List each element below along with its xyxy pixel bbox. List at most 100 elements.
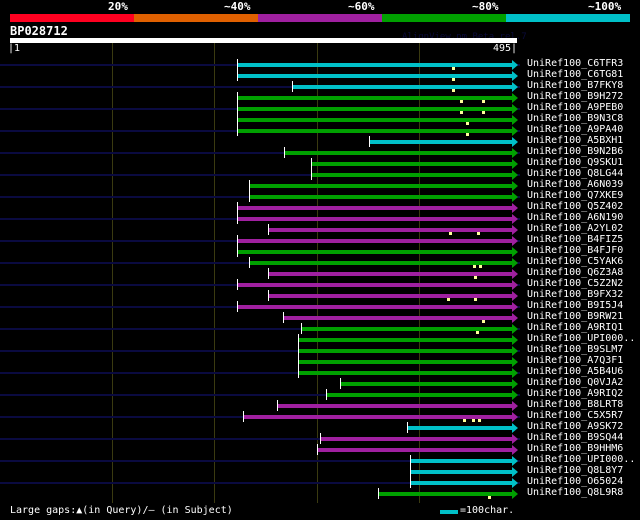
subject-label[interactable]: UniRef100_Q0VJA2: [527, 377, 624, 388]
alignment-bar[interactable]: [237, 129, 512, 133]
subject-label[interactable]: UniRef100_Q7XKE9: [527, 190, 624, 201]
alignment-bar[interactable]: [249, 261, 512, 265]
alignment-bar[interactable]: [409, 481, 512, 485]
alignment-bar[interactable]: [409, 470, 512, 474]
alignment-row[interactable]: UniRef100_A9PEB0: [0, 102, 640, 115]
alignment-row[interactable]: UniRef100_Q8LG44: [0, 168, 640, 181]
subject-label[interactable]: UniRef100_C5Z2N2: [527, 278, 624, 289]
alignment-bar[interactable]: [311, 162, 512, 166]
subject-label[interactable]: UniRef100_B9SQ44: [527, 432, 624, 443]
alignment-bar[interactable]: [237, 118, 512, 122]
subject-label[interactable]: UniRef100_Q6Z3A8: [527, 267, 624, 278]
alignment-row[interactable]: UniRef100_B9H272: [0, 91, 640, 104]
alignment-row[interactable]: UniRef100_B7FKY8: [0, 80, 640, 93]
alignment-bar[interactable]: [267, 272, 512, 276]
alignment-row[interactable]: UniRef100_A6N039: [0, 179, 640, 192]
alignment-row[interactable]: UniRef100_B9N3C8: [0, 113, 640, 126]
subject-label[interactable]: UniRef100_C5X5R7: [527, 410, 624, 421]
subject-label[interactable]: UniRef100_A9RIQ1: [527, 322, 624, 333]
subject-label[interactable]: UniRef100_A5B4U6: [527, 366, 624, 377]
subject-label[interactable]: UniRef100_A9RIQ2: [527, 388, 624, 399]
alignment-row[interactable]: UniRef100_A7Q3F1: [0, 355, 640, 368]
alignment-row[interactable]: UniRef100_A9RIQ1: [0, 322, 640, 335]
alignment-bar[interactable]: [298, 338, 512, 342]
alignment-row[interactable]: UniRef100_B9SLM7: [0, 344, 640, 357]
alignment-bar[interactable]: [311, 173, 512, 177]
alignment-row[interactable]: UniRef100_B4FJF0: [0, 245, 640, 258]
alignment-row[interactable]: UniRef100_B9FX32: [0, 289, 640, 302]
alignment-row[interactable]: UniRef100_B9N2B6: [0, 146, 640, 159]
alignment-row[interactable]: UniRef100_Q9SKU1: [0, 157, 640, 170]
alignment-row[interactable]: UniRef100_Q6Z3A8: [0, 267, 640, 280]
subject-label[interactable]: UniRef100_B9RW21: [527, 311, 624, 322]
subject-label[interactable]: UniRef100_Q8L9R8: [527, 487, 624, 498]
alignment-bar[interactable]: [237, 239, 512, 243]
alignment-row[interactable]: UniRef100_UPI000..: [0, 454, 640, 467]
alignment-row[interactable]: UniRef100_B9SQ44: [0, 432, 640, 445]
subject-label[interactable]: UniRef100_B9SLM7: [527, 344, 624, 355]
subject-label[interactable]: UniRef100_B9N2B6: [527, 146, 624, 157]
subject-label[interactable]: UniRef100_O65024: [527, 476, 624, 487]
alignment-row[interactable]: UniRef100_B9I5J4: [0, 300, 640, 313]
alignment-bar[interactable]: [237, 96, 512, 100]
alignment-bar[interactable]: [298, 360, 512, 364]
subject-label[interactable]: UniRef100_A9PEB0: [527, 102, 624, 113]
subject-label[interactable]: UniRef100_A6N190: [527, 212, 624, 223]
alignment-bar[interactable]: [320, 437, 512, 441]
alignment-bar[interactable]: [326, 393, 512, 397]
alignment-bar[interactable]: [276, 404, 512, 408]
alignment-row[interactable]: UniRef100_A9RIQ2: [0, 388, 640, 401]
alignment-bar[interactable]: [283, 151, 512, 155]
subject-label[interactable]: UniRef100_UPI000..: [527, 333, 636, 344]
alignment-bar[interactable]: [237, 107, 512, 111]
alignment-row[interactable]: UniRef100_C6TFR3: [0, 58, 640, 71]
subject-label[interactable]: UniRef100_C6TG81: [527, 69, 624, 80]
alignment-bar[interactable]: [237, 305, 512, 309]
alignment-bar[interactable]: [243, 415, 512, 419]
alignment-row[interactable]: UniRef100_A5B4U6: [0, 366, 640, 379]
alignment-bar[interactable]: [298, 349, 512, 353]
alignment-bar[interactable]: [378, 492, 512, 496]
subject-label[interactable]: UniRef100_C6TFR3: [527, 58, 624, 69]
alignment-row[interactable]: UniRef100_Q8L9R8: [0, 487, 640, 500]
subject-label[interactable]: UniRef100_UPI000..: [527, 454, 636, 465]
subject-label[interactable]: UniRef100_A7Q3F1: [527, 355, 624, 366]
alignment-row[interactable]: UniRef100_Q7XKE9: [0, 190, 640, 203]
alignment-row[interactable]: UniRef100_B9RW21: [0, 311, 640, 324]
alignment-row[interactable]: UniRef100_C5YAK6: [0, 256, 640, 269]
alignment-bar[interactable]: [298, 371, 512, 375]
alignment-bar[interactable]: [249, 184, 512, 188]
alignment-row[interactable]: UniRef100_Q8L8Y7: [0, 465, 640, 478]
alignment-row[interactable]: UniRef100_B4FIZ5: [0, 234, 640, 247]
subject-label[interactable]: UniRef100_Q8LG44: [527, 168, 624, 179]
subject-label[interactable]: UniRef100_B9N3C8: [527, 113, 624, 124]
subject-label[interactable]: UniRef100_A2YL02: [527, 223, 624, 234]
alignment-row[interactable]: UniRef100_C5Z2N2: [0, 278, 640, 291]
alignment-bar[interactable]: [339, 382, 512, 386]
subject-label[interactable]: UniRef100_B7FKY8: [527, 80, 624, 91]
subject-label[interactable]: UniRef100_B9FX32: [527, 289, 624, 300]
subject-label[interactable]: UniRef100_A5BXH1: [527, 135, 624, 146]
alignment-row[interactable]: UniRef100_C6TG81: [0, 69, 640, 82]
subject-label[interactable]: UniRef100_B9HHM6: [527, 443, 624, 454]
subject-label[interactable]: UniRef100_Q9SKU1: [527, 157, 624, 168]
subject-label[interactable]: UniRef100_Q5Z402: [527, 201, 624, 212]
alignment-bar[interactable]: [237, 250, 512, 254]
alignment-bar[interactable]: [291, 85, 512, 89]
alignment-row[interactable]: UniRef100_A5BXH1: [0, 135, 640, 148]
subject-label[interactable]: UniRef100_Q8L8Y7: [527, 465, 624, 476]
alignment-row[interactable]: UniRef100_A9SK72: [0, 421, 640, 434]
alignment-row[interactable]: UniRef100_Q5Z402: [0, 201, 640, 214]
alignment-bar[interactable]: [282, 316, 512, 320]
alignment-bar[interactable]: [237, 206, 512, 210]
alignment-row[interactable]: UniRef100_A6N190: [0, 212, 640, 225]
alignment-bar[interactable]: [249, 195, 512, 199]
alignment-bar[interactable]: [267, 228, 512, 232]
subject-label[interactable]: UniRef100_A9SK72: [527, 421, 624, 432]
alignment-row[interactable]: UniRef100_C5X5R7: [0, 410, 640, 423]
alignment-bar[interactable]: [237, 283, 512, 287]
alignment-row[interactable]: UniRef100_UPI000..: [0, 333, 640, 346]
alignment-bar[interactable]: [267, 294, 512, 298]
subject-label[interactable]: UniRef100_B4FIZ5: [527, 234, 624, 245]
subject-label[interactable]: UniRef100_A6N039: [527, 179, 624, 190]
